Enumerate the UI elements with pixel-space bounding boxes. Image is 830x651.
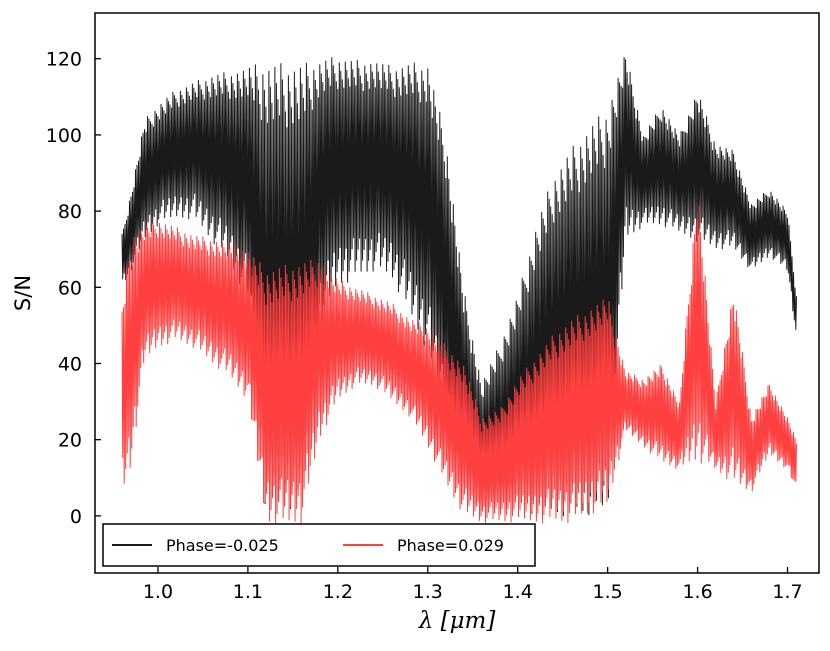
axes-layer: 1.0 1.1 1.2 1.3 1.4 1.5 1.6 1.7 0 20 40 60 80 100 120 [46,12,820,603]
y-tick-label: 0 [70,506,82,528]
y-axis-label: S/N [11,275,35,311]
series-layer [121,56,797,526]
x-tick-label: 1.7 [772,581,802,603]
x-tick-label: 1.3 [413,581,443,603]
legend-box [102,523,536,567]
y-tick-label: 40 [58,353,82,375]
y-tick-label: 120 [46,49,82,71]
x-axis-label: λ [μm] [418,608,496,634]
x-tick-label: 1.0 [143,581,173,603]
y-tick-label: 60 [58,277,82,299]
x-tick-label: 1.6 [682,581,712,603]
y-tick-label: 80 [58,201,82,223]
x-tick-label: 1.4 [503,581,533,603]
series-line-0 [121,56,797,517]
series-line-1 [121,205,797,526]
x-tick-label: 1.5 [593,581,623,603]
y-tick-label: 20 [58,430,82,452]
x-tick-label: 1.2 [323,581,353,603]
y-tick-label: 100 [46,125,82,147]
legend-label-phase-pos: Phase=0.029 [397,536,504,555]
legend: Phase=-0.025 Phase=0.029 [102,523,536,567]
legend-label-phase-neg: Phase=-0.025 [166,536,279,555]
plot-frame [94,12,820,574]
x-tick-label: 1.1 [233,581,263,603]
